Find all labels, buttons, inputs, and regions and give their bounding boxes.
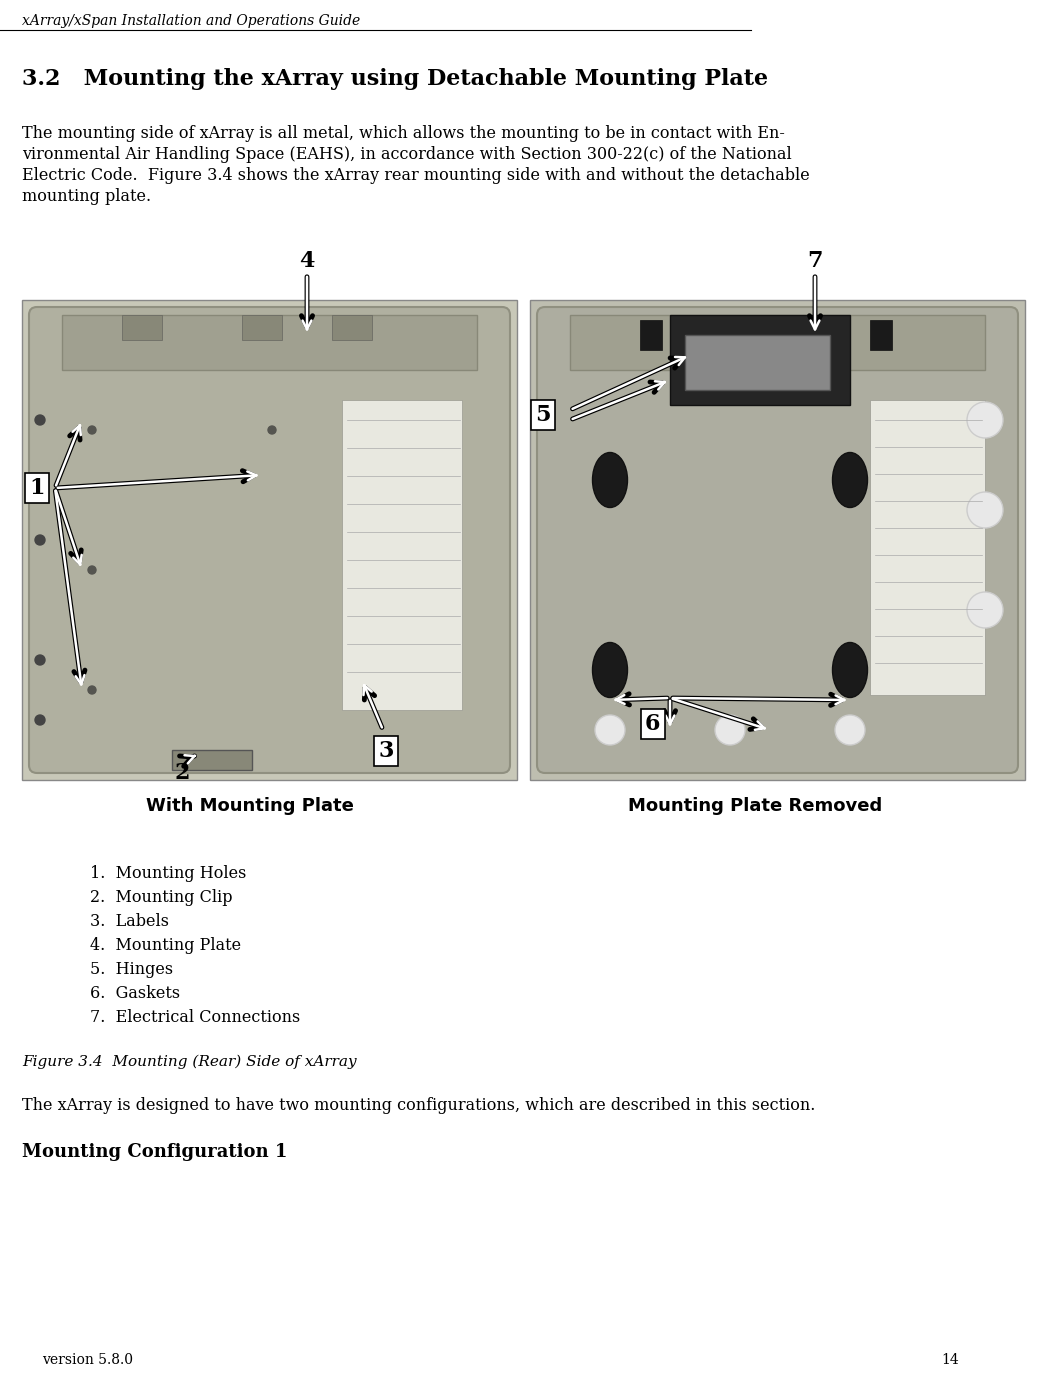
Text: 1: 1 [29,477,45,500]
Text: Figure 3.4  Mounting (Rear) Side of xArray: Figure 3.4 Mounting (Rear) Side of xArra… [22,1054,357,1070]
Ellipse shape [592,453,628,508]
Circle shape [35,535,45,545]
Circle shape [967,402,1003,437]
Text: 6: 6 [645,713,660,736]
Bar [242,315,282,339]
Text: 3.  Labels: 3. Labels [90,914,169,930]
Text: xArray/xSpan Installation and Operations Guide: xArray/xSpan Installation and Operations… [22,14,360,28]
Text: version 5.8.0: version 5.8.0 [42,1352,132,1368]
Circle shape [35,656,45,665]
Circle shape [715,715,745,745]
Text: 3.2   Mounting the xArray using Detachable Mounting Plate: 3.2 Mounting the xArray using Detachable… [22,68,768,90]
Text: 2: 2 [174,762,190,784]
Circle shape [967,493,1003,529]
Text: 1.  Mounting Holes: 1. Mounting Holes [90,865,246,882]
Circle shape [835,715,865,745]
Circle shape [967,592,1003,628]
Circle shape [88,686,96,694]
Text: With Mounting Plate: With Mounting Plate [146,798,354,816]
Bar [342,400,462,709]
Text: 7: 7 [807,250,823,272]
Bar [685,335,830,391]
FancyBboxPatch shape [29,306,510,773]
Bar [571,315,985,370]
Ellipse shape [832,643,868,697]
Text: 4.  Mounting Plate: 4. Mounting Plate [90,937,241,954]
Bar [172,749,252,770]
Text: The mounting side of xArray is all metal, which allows the mounting to be in con: The mounting side of xArray is all metal… [22,126,785,142]
Bar [530,299,1025,780]
Text: 5: 5 [535,404,551,426]
Circle shape [595,715,625,745]
Bar [670,315,850,404]
Circle shape [88,566,96,574]
Text: The xArray is designed to have two mounting configurations, which are described : The xArray is designed to have two mount… [22,1097,816,1114]
Text: 2.  Mounting Clip: 2. Mounting Clip [90,889,233,907]
Text: mounting plate.: mounting plate. [22,188,151,206]
Text: Electric Code.  Figure 3.4 shows the xArray rear mounting side with and without : Electric Code. Figure 3.4 shows the xArr… [22,167,809,184]
Circle shape [268,426,276,433]
Text: 3: 3 [378,740,393,762]
Bar [870,320,892,351]
Text: Mounting Configuration 1: Mounting Configuration 1 [22,1143,288,1161]
Bar [640,320,662,351]
Ellipse shape [832,453,868,508]
Circle shape [35,415,45,425]
Bar [870,400,985,696]
Text: 14: 14 [942,1352,960,1368]
Bar [22,299,517,780]
Bar [62,315,477,370]
Ellipse shape [592,643,628,697]
Bar [332,315,372,339]
Text: Mounting Plate Removed: Mounting Plate Removed [628,798,882,816]
Circle shape [35,715,45,724]
Circle shape [88,426,96,433]
FancyBboxPatch shape [537,306,1018,773]
Text: 7.  Electrical Connections: 7. Electrical Connections [90,1009,300,1025]
Text: 4: 4 [299,250,315,272]
Bar [122,315,162,339]
Text: 6.  Gaskets: 6. Gaskets [90,985,180,1002]
Text: vironmental Air Handling Space (EAHS), in accordance with Section 300-22(c) of t: vironmental Air Handling Space (EAHS), i… [22,146,792,163]
Text: 5.  Hinges: 5. Hinges [90,960,173,978]
